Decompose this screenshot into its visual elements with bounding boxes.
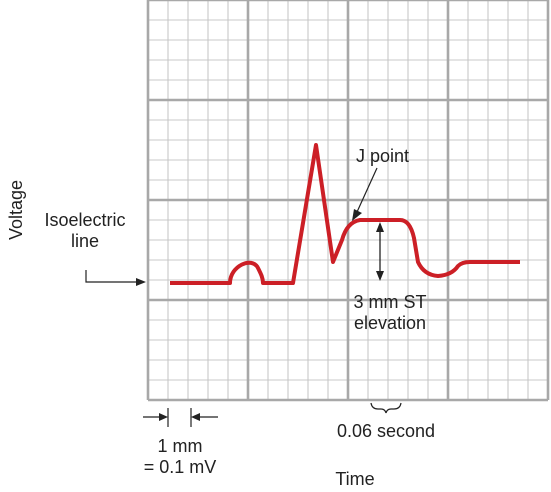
vertical-scale-label-line2: = 0.1 mV <box>143 457 217 477</box>
ecg-waveform <box>170 143 520 285</box>
isoelectric-line-label: Isoelectric line <box>30 210 140 252</box>
j-point-label: J point <box>356 146 410 166</box>
vertical-scale-marker <box>143 408 218 427</box>
st-elevation-label-line2: elevation <box>353 313 427 333</box>
isoelectric-pointer-arrow <box>85 270 146 286</box>
st-elevation-label-line1: 3 mm ST <box>353 292 427 312</box>
isoelectric-line-label-line1: Isoelectric <box>44 210 126 230</box>
ecg-major-grid <box>146 0 550 402</box>
st-elevation-label: 3 mm ST elevation <box>330 292 450 334</box>
vertical-scale-label: 1 mm = 0.1 mV <box>130 436 230 478</box>
j-point-pointer-arrow <box>352 167 378 221</box>
st-elevation-measure-arrow <box>376 222 384 281</box>
y-axis-label: Voltage <box>6 179 26 240</box>
vertical-scale-label-line1: 1 mm <box>157 436 203 456</box>
x-axis-label: Time <box>335 469 375 489</box>
time-scale-label: 0.06 second <box>336 421 436 441</box>
isoelectric-line-label-line2: line <box>70 231 100 251</box>
time-scale-bracket <box>370 402 402 414</box>
